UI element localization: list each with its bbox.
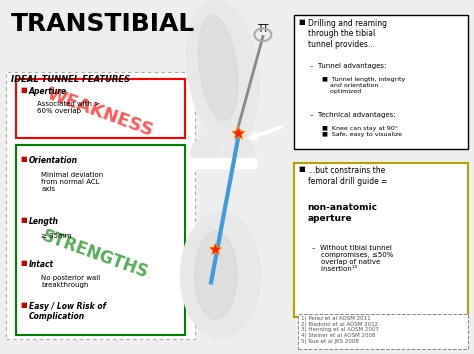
Text: non-anatomic
aperture: non-anatomic aperture: [308, 203, 378, 223]
Text: Intact: Intact: [29, 259, 54, 269]
Ellipse shape: [191, 137, 222, 167]
Text: –  Without tibial tunnel
    compromises, ≤50%
    overlap of native
    inserti: – Without tibial tunnel compromises, ≤50…: [312, 245, 394, 273]
Point: [235, 130, 242, 136]
FancyBboxPatch shape: [293, 16, 468, 149]
Text: ■: ■: [298, 19, 305, 25]
Point: [235, 130, 242, 136]
FancyBboxPatch shape: [16, 145, 185, 335]
Text: –  Tunnel advantages:: – Tunnel advantages:: [310, 63, 386, 69]
Text: Aperture: Aperture: [29, 87, 67, 96]
Text: ≥ 35mm: ≥ 35mm: [41, 233, 72, 239]
Text: –  Technical advantages:: – Technical advantages:: [310, 112, 396, 118]
Point: [211, 246, 219, 252]
FancyBboxPatch shape: [298, 314, 468, 349]
Text: ■: ■: [20, 217, 27, 223]
Ellipse shape: [195, 232, 237, 319]
Text: ■  Tunnel length, integrity
    and orientation
    optimized: ■ Tunnel length, integrity and orientati…: [322, 77, 405, 93]
Text: TT: TT: [257, 24, 269, 34]
Text: ■  Knee can stay at 90°
■  Safe, easy to visualize: ■ Knee can stay at 90° ■ Safe, easy to v…: [322, 126, 402, 137]
Text: Easy / Low Risk of
Complication: Easy / Low Risk of Complication: [29, 302, 106, 321]
Text: Orientation: Orientation: [29, 156, 78, 165]
Text: TRANSTIBIAL: TRANSTIBIAL: [11, 12, 195, 36]
Text: ■: ■: [20, 87, 27, 93]
Text: IDEAL TUNNEL FEATURES: IDEAL TUNNEL FEATURES: [11, 75, 130, 84]
Text: WEAKNESS: WEAKNESS: [45, 84, 156, 140]
Text: ■: ■: [20, 302, 27, 308]
Text: Drilling and reaming
through the tibial
tunnel provides...: Drilling and reaming through the tibial …: [308, 19, 387, 49]
FancyBboxPatch shape: [6, 72, 195, 338]
Point: [211, 246, 219, 252]
Text: 1) Perez et al AOSM 2011
2) Biedono et al AOSM 2012
3) Henning et al AOSM 2007
4: 1) Perez et al AOSM 2011 2) Biedono et a…: [301, 316, 379, 344]
FancyBboxPatch shape: [16, 79, 185, 138]
Text: ■: ■: [20, 259, 27, 266]
Text: No posterior wall
breakthrough: No posterior wall breakthrough: [41, 275, 100, 289]
Ellipse shape: [181, 212, 261, 338]
Ellipse shape: [224, 137, 255, 167]
Text: Length: Length: [29, 217, 59, 227]
Ellipse shape: [199, 16, 238, 121]
Text: STRENGTHS: STRENGTHS: [40, 227, 151, 282]
Text: ■: ■: [298, 166, 305, 172]
Text: Associated with >
60% overlap: Associated with > 60% overlap: [36, 102, 100, 114]
Text: Minimal deviation
from normal ACL
axis: Minimal deviation from normal ACL axis: [41, 172, 104, 192]
Text: ...but constrains the
femoral drill guide =: ...but constrains the femoral drill guid…: [308, 166, 387, 186]
Text: ■: ■: [20, 156, 27, 162]
FancyBboxPatch shape: [293, 163, 468, 318]
Ellipse shape: [187, 0, 259, 145]
FancyBboxPatch shape: [190, 158, 256, 168]
